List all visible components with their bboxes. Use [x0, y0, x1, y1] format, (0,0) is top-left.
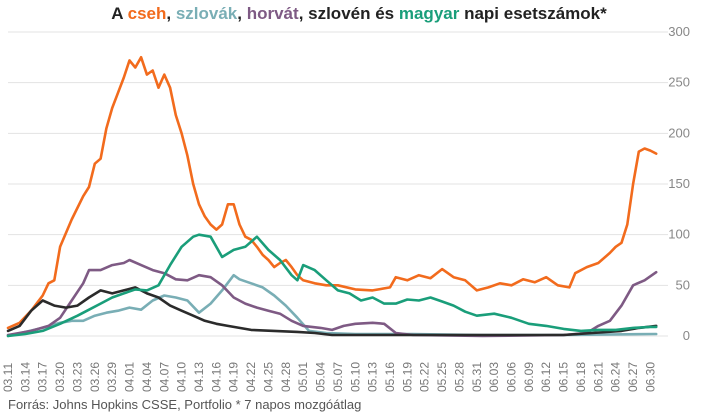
- y-tick-label: 200: [668, 125, 690, 140]
- x-tick-label: 06.12: [539, 362, 553, 392]
- title-part-3: szlovák: [175, 4, 238, 23]
- title-part-8: napi esetszámok*: [459, 4, 607, 23]
- x-tick-label: 05.10: [348, 362, 362, 392]
- series-line-szlovén: [6, 286, 658, 337]
- x-tick-label: 03.17: [36, 362, 50, 392]
- x-tick-label: 06.21: [591, 362, 605, 392]
- x-tick-label: 03.11: [1, 363, 15, 392]
- x-tick-label: 05.22: [418, 362, 432, 392]
- series-line-cseh: [6, 55, 658, 330]
- x-tick-label: 03.26: [88, 362, 102, 392]
- y-axis-ticks: 0 50 100 150 200 250 300: [668, 24, 690, 343]
- x-tick-label: 06.03: [487, 362, 501, 392]
- x-tick-label: 05.19: [400, 362, 414, 392]
- y-tick-label: 50: [676, 277, 690, 292]
- x-tick-label: 04.19: [227, 362, 241, 392]
- x-tick-label: 06.06: [505, 362, 519, 392]
- y-tick-label: 150: [668, 176, 690, 191]
- title-part-6: , szlovén és: [298, 4, 399, 23]
- x-tick-label: 05.07: [331, 362, 345, 392]
- x-tick-label: 03.14: [18, 362, 32, 392]
- x-tick-label: 06.24: [609, 362, 623, 392]
- x-tick-label: 03.20: [53, 362, 67, 392]
- x-tick-label: 05.25: [435, 362, 449, 392]
- x-tick-label: 04.28: [279, 362, 293, 392]
- y-tick-label: 0: [683, 328, 690, 343]
- title-part-4: ,: [237, 4, 247, 23]
- x-tick-label: 05.31: [470, 362, 484, 392]
- x-tick-label: 04.13: [192, 362, 206, 392]
- title-part-5: horvát: [246, 4, 299, 23]
- x-tick-label: 05.13: [366, 362, 380, 392]
- x-tick-label: 05.16: [383, 362, 397, 392]
- chart-title: A cseh, szlovák, horvát, szlovén és magy…: [0, 4, 718, 24]
- y-tick-label: 300: [668, 24, 690, 39]
- x-tick-label: 03.23: [70, 362, 84, 392]
- x-tick-label: 06.18: [574, 362, 588, 392]
- x-tick-label: 06.15: [557, 362, 571, 392]
- x-tick-label: 06.27: [626, 362, 640, 392]
- chart-footnote: Forrás: Johns Hopkins CSSE, Portfolio * …: [8, 397, 362, 412]
- y-tick-label: 100: [668, 227, 690, 242]
- y-tick-label: 250: [668, 75, 690, 90]
- title-part-2: ,: [166, 4, 176, 23]
- x-axis-ticks: 03.11 03.14 03.17 03.20 03.23 03.26 03.29 04.01…: [1, 362, 657, 392]
- x-tick-label: 06.30: [643, 362, 657, 392]
- x-tick-label: 04.22: [244, 362, 258, 392]
- series-line-szlovák: [6, 273, 658, 338]
- x-tick-label: 04.04: [140, 362, 154, 392]
- x-tick-label: 04.25: [261, 362, 275, 392]
- x-tick-label: 04.10: [175, 362, 189, 392]
- series-lines: [6, 55, 658, 338]
- x-tick-label: 05.28: [452, 362, 466, 392]
- title-part-7: magyar: [398, 4, 460, 23]
- x-tick-label: 06.09: [522, 362, 536, 392]
- x-tick-label: 04.07: [157, 362, 171, 392]
- title-part-1: cseh: [127, 4, 167, 23]
- title-part-0: A: [111, 4, 128, 23]
- x-tick-label: 03.29: [105, 362, 119, 392]
- x-tick-label: 05.04: [314, 362, 328, 392]
- x-tick-label: 04.16: [209, 362, 223, 392]
- series-line-horvát: [6, 258, 658, 338]
- series-line-magyar: [6, 233, 658, 338]
- x-tick-label: 05.01: [296, 362, 310, 392]
- x-tick-label: 04.01: [123, 362, 137, 392]
